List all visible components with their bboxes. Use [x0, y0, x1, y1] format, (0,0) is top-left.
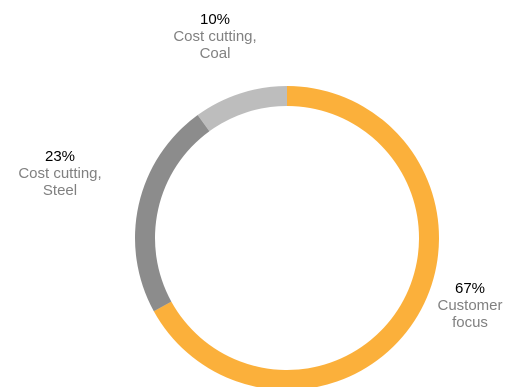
slice-name-coal-line1: Cost cutting,	[173, 28, 257, 45]
slice-value-steel: 23%	[44, 148, 76, 165]
slice-value-coal: 10%	[199, 11, 231, 28]
slice-name-steel-line2: Steel	[42, 182, 78, 199]
slice-cost-cutting-steel	[135, 115, 210, 312]
slice-cost-cutting-coal	[197, 86, 287, 132]
slice-name-steel-line1: Cost cutting,	[18, 165, 102, 182]
slice-value-customer: 67%	[454, 280, 486, 297]
slice-label-coal: 10% Cost cutting, Coal	[150, 11, 280, 62]
slice-name-customer-line1: Customer	[437, 297, 503, 314]
slice-label-customer: 67% Customer focus	[420, 280, 520, 331]
slice-label-steel: 23% Cost cutting, Steel	[0, 148, 120, 199]
slice-name-coal-line2: Coal	[199, 45, 231, 62]
slice-name-customer-line2: focus	[452, 314, 488, 331]
donut-slices	[135, 86, 439, 387]
